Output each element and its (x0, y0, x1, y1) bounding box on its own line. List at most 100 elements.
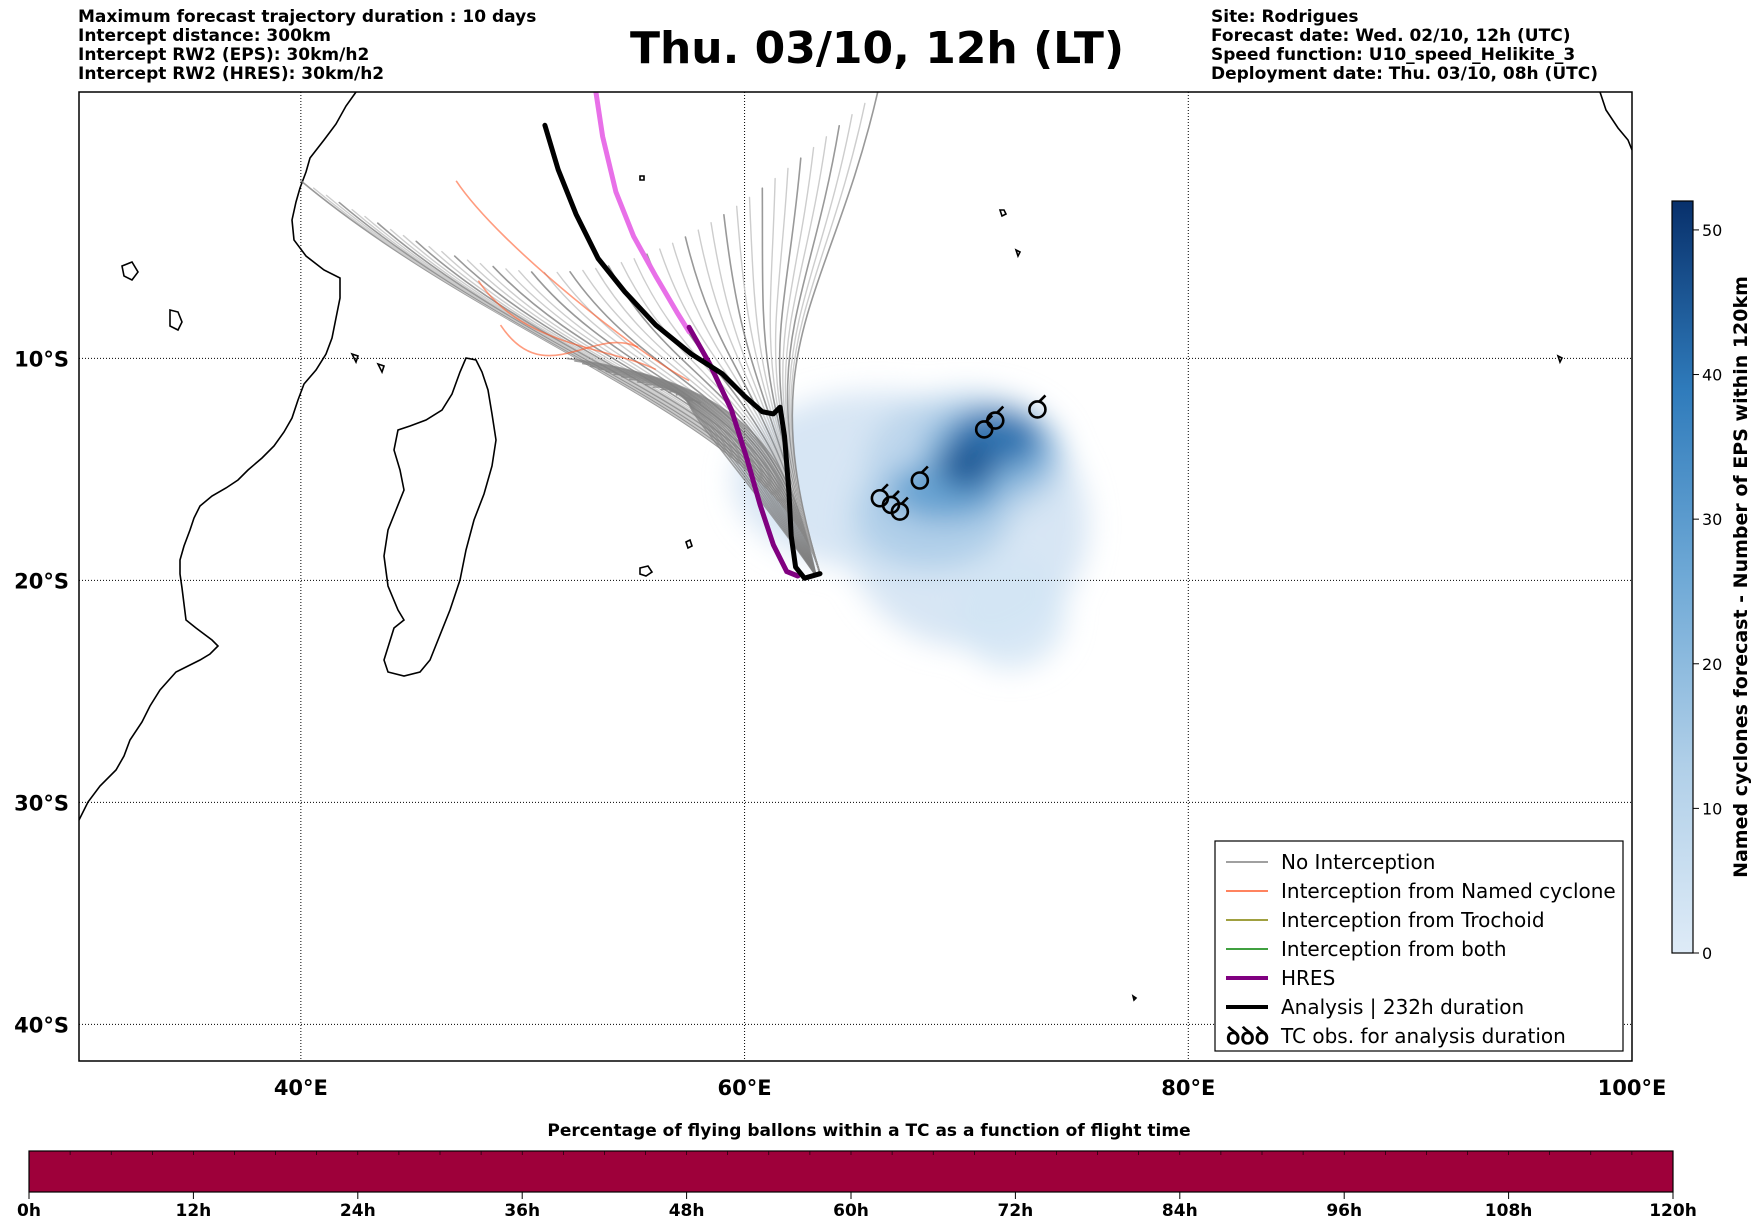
legend-item: Analysis | 232h duration (1226, 995, 1524, 1019)
legend-item: No Interception (1226, 850, 1435, 874)
intercept-hres-text: Intercept RW2 (HRES): 30km/h2 (78, 64, 385, 84)
lon-tick-label: 40°E (274, 1076, 328, 1100)
timebar-tick-label: 120h (1649, 1201, 1697, 1221)
timebar-fill (28, 1150, 1674, 1193)
analysis-track (542, 122, 823, 581)
density-blob (955, 558, 1067, 670)
site-text: Site: Rodrigues (1211, 7, 1359, 27)
eps-track-core (685, 397, 817, 577)
timebar-tick-label: 0h (17, 1201, 41, 1221)
sri-lanka-fragment (1599, 92, 1632, 151)
tc-obs-tail (996, 405, 1005, 414)
legend-item: Interception from Named cyclone (1226, 879, 1616, 903)
timebar-tick-label: 12h (176, 1201, 212, 1221)
map-gridlines (79, 92, 1632, 1061)
legend-label: TC obs. for analysis duration (1280, 1024, 1566, 1048)
tc-obs-symbol (890, 496, 910, 521)
tc-observations (870, 394, 1047, 521)
speed-function-text: Speed function: U10_speed_Helikite_3 (1211, 45, 1576, 65)
timebar-tick-label: 24h (340, 1201, 376, 1221)
colorbar-gradient (1671, 200, 1694, 954)
hres-track-early (593, 92, 692, 335)
amsterdam-island (1131, 994, 1138, 1002)
lat-tick-label: 30°S (14, 791, 69, 815)
eps-tracks-named-cyclone-interception (455, 180, 690, 382)
map-panel: 10°S 20°S 30°S 40°S 40°E 60°E 80°E 100°E (14, 91, 1666, 1100)
comoros-islands (350, 352, 386, 375)
lat-tick-label: 20°S (14, 569, 69, 593)
timebar-tick-label: 36h (504, 1201, 540, 1221)
tc-obs-tail (920, 465, 929, 474)
legend-label: HRES (1281, 966, 1335, 990)
tc-obs-tail (892, 490, 900, 498)
lon-tick-label: 80°E (1161, 1076, 1215, 1100)
tc-obs-tail (1038, 394, 1047, 403)
legend-label: No Interception (1281, 850, 1435, 874)
header-info-left: Maximum forecast trajectory duration : 1… (78, 8, 536, 84)
named-cyclone-track (477, 280, 657, 371)
legend-item: ꝺꝺꝺ TC obs. for analysis duration (1226, 1022, 1566, 1050)
max-duration-text: Maximum forecast trajectory duration : 1… (78, 7, 537, 27)
tc-obs-ring (974, 420, 994, 439)
tc-obs-ring (890, 502, 910, 521)
tanzania-islands (121, 261, 183, 332)
legend-item: HRES (1226, 966, 1335, 990)
timebar-title: Percentage of flying ballons within a TC… (547, 1121, 1190, 1141)
lat-tick-label: 10°S (14, 347, 69, 371)
eps-track (791, 92, 879, 575)
colorbar-tick-label: 50 (1702, 221, 1722, 240)
legend-label: Interception from Named cyclone (1281, 879, 1616, 903)
intercept-eps-text: Intercept RW2 (EPS): 30km/h2 (78, 45, 370, 65)
flight-time-bar: Percentage of flying ballons within a TC… (17, 1121, 1697, 1221)
seychelles-islands (639, 175, 1008, 218)
timebar-ticks: 0h 12h 24h 36h 48h 60h 72h 84h 96h 108h 120h (17, 1151, 1697, 1221)
forecast-date-text: Forecast date: Wed. 02/10, 12h (UTC) (1211, 26, 1571, 46)
legend-label: Analysis | 232h duration (1281, 995, 1524, 1019)
colorbar-ticks: 0 10 20 30 40 50 (1693, 221, 1722, 963)
deployment-date-text: Deployment date: Thu. 03/10, 08h (UTC) (1211, 64, 1598, 84)
timebar-tick-label: 96h (1326, 1201, 1362, 1221)
legend-item: Interception from Trochoid (1226, 908, 1545, 932)
colorbar-tick-label: 20 (1702, 655, 1722, 674)
lon-tick-label: 100°E (1598, 1076, 1667, 1100)
colorbar-tick-label: 10 (1702, 799, 1722, 818)
coastlines (79, 92, 1632, 1002)
lat-tick-label: 40°S (14, 1013, 69, 1037)
colorbar-tick-label: 30 (1702, 510, 1722, 529)
named-cyclone-track (499, 324, 639, 357)
reunion-island (685, 538, 693, 550)
named-cyclone-track (455, 180, 690, 382)
map-axis-labels: 10°S 20°S 30°S 40°S 40°E 60°E 80°E 100°E (14, 347, 1666, 1100)
cocos-islands (1556, 354, 1564, 365)
header-info-right: Site: Rodrigues Forecast date: Wed. 02/1… (1211, 8, 1598, 84)
tc-obs-ring (910, 471, 930, 490)
tc-obs-symbol (985, 405, 1005, 430)
map-frame (78, 91, 1633, 1062)
legend-box (1214, 840, 1624, 1052)
page-title: Thu. 03/10, 12h (LT) (629, 23, 1125, 74)
eps-track-core (675, 393, 817, 577)
tc-obs-symbol (1028, 394, 1047, 419)
legend-item: Interception from both (1226, 937, 1507, 961)
legend-label: Interception from Trochoid (1281, 908, 1545, 932)
timebar-tick-label: 72h (998, 1201, 1034, 1221)
density-blob (937, 440, 996, 490)
tc-obs-legend-icon: ꝺꝺꝺ (1226, 1022, 1269, 1050)
tc-obs-symbol (910, 465, 930, 490)
africa-coastline (79, 92, 357, 821)
chagos-islands (1014, 248, 1022, 259)
colorbar-tick-label: 0 (1702, 944, 1712, 963)
tc-obs-ring (1028, 400, 1047, 419)
eps-density-field (733, 391, 1089, 670)
eps-track-core (687, 398, 817, 577)
madagascar-coastline (383, 357, 497, 677)
colorbar-tick-label: 40 (1702, 366, 1722, 385)
legend: No Interception Interception from Named c… (1214, 840, 1624, 1052)
timebar-tick-label: 48h (669, 1201, 705, 1221)
colorbar-label: Named cyclones forecast - Number of EPS … (1730, 276, 1752, 878)
intercept-distance-text: Intercept distance: 300km (78, 26, 331, 46)
timebar-tick-label: 108h (1485, 1201, 1533, 1221)
timebar-tick-label: 84h (1162, 1201, 1198, 1221)
eps-track-core (682, 395, 817, 577)
